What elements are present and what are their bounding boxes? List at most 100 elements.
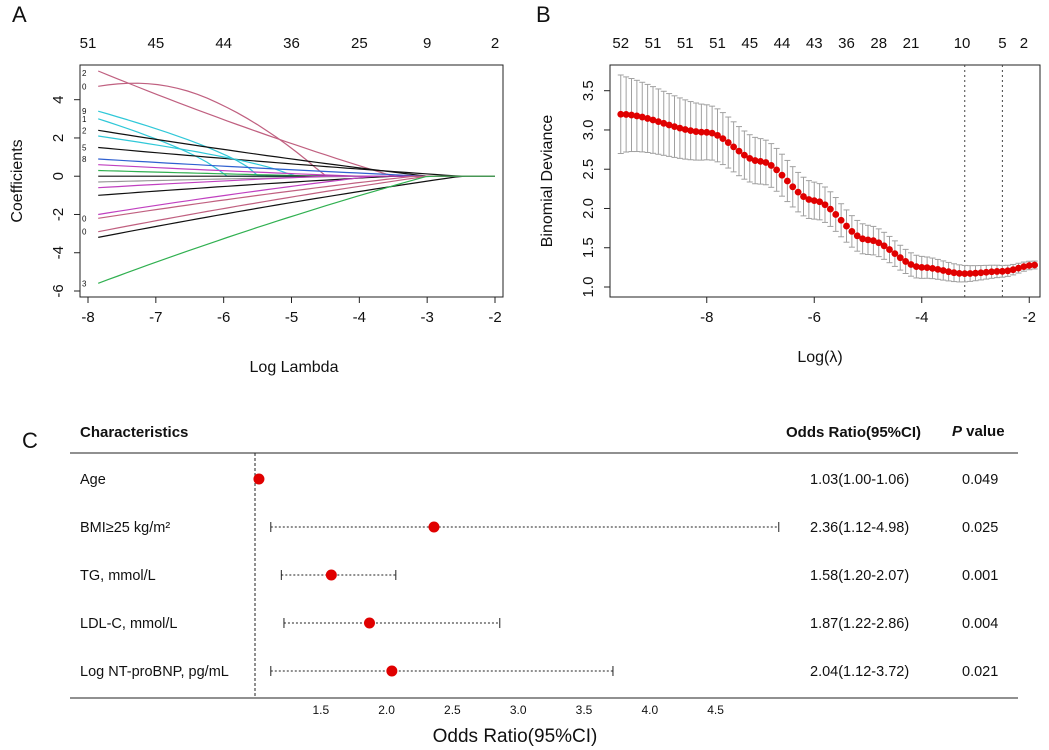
panel-b-point xyxy=(902,258,910,265)
panel-c-header-p-rest: value xyxy=(962,423,1005,440)
panel-b-top-tick-label: 2 xyxy=(1020,35,1028,52)
panel-b-point xyxy=(654,118,662,126)
panel-a-x-ticks: -8 -7 -6 -5 -4 -3 -2 xyxy=(81,297,502,326)
panel-a-x-tick-label: -2 xyxy=(488,309,501,326)
panel-b-point xyxy=(955,269,963,277)
panel-a-top-tick-label: 2 xyxy=(491,35,499,52)
panel-b-point xyxy=(1015,264,1022,272)
panel-c-x-tick-label: 2.0 xyxy=(378,703,395,717)
panel-b-x-tick-label: -4 xyxy=(915,309,928,326)
panel-b-point xyxy=(644,115,652,122)
panel-c-header-or: Odds Ratio(95%CI) xyxy=(786,424,921,441)
panel-a-y-tick-label: 4 xyxy=(50,96,67,104)
panel-a-x-tick-label: -3 xyxy=(420,309,433,326)
panel-b-point xyxy=(939,267,947,274)
panel-a-top-tick-label: 45 xyxy=(147,35,164,52)
panel-a-top-tick-label: 51 xyxy=(80,35,97,52)
panel-b-top-tick-label: 21 xyxy=(903,35,920,52)
panel-b-y-tick-label: 2.5 xyxy=(580,159,597,180)
panel-a-y-ticks: -6 -4 -2 0 2 4 xyxy=(50,96,80,298)
panel-b-point xyxy=(832,211,840,218)
panel-a-x-tick-label: -5 xyxy=(285,309,298,326)
panel-b-point xyxy=(977,269,985,277)
panel-a-path-label: 0 xyxy=(82,214,87,223)
panel-a-y-tick-label: -6 xyxy=(50,284,67,297)
panel-b-point xyxy=(1025,262,1033,269)
panel-b-point xyxy=(966,270,974,277)
panel-b-y-tick-label: 1.0 xyxy=(580,277,597,298)
panel-b-point xyxy=(703,128,711,136)
panel-b-point xyxy=(617,110,625,118)
panel-c-or-value: 1.58(1.20-2.07) xyxy=(810,568,909,584)
panel-c-p-value: 0.049 xyxy=(962,472,998,488)
panel-b-x-title: Log(λ) xyxy=(797,349,842,366)
panel-b-point xyxy=(708,129,716,137)
panel-c-or-value: 2.36(1.12-4.98) xyxy=(810,520,909,536)
panel-b-x-tick-label: -2 xyxy=(1023,309,1036,326)
panel-a-path-label: 5 xyxy=(82,144,87,153)
panel-b-y-tick-label: 3.5 xyxy=(580,80,597,101)
panel-c-or-value: 1.87(1.22-2.86) xyxy=(810,616,909,632)
panel-c-header-characteristics: Characteristics xyxy=(80,424,188,441)
panel-c-row-label: TG, mmol/L xyxy=(80,568,156,584)
panel-b-point xyxy=(848,228,856,235)
panel-c-rows: Age 1.03(1.00-1.06) 0.049 BMI≥25 kg/m² 2.36(… xyxy=(80,472,998,680)
panel-b-point xyxy=(816,198,824,206)
panel-b-top-tick-label: 51 xyxy=(645,35,662,52)
panel-b-point xyxy=(735,147,743,155)
panel-a-y-tick-label: -4 xyxy=(50,246,67,259)
panel-b-top-tick-label: 28 xyxy=(870,35,887,52)
panel-c-point xyxy=(428,521,440,533)
panel-a-path-label: 9 xyxy=(82,107,87,116)
panel-b-top-tick-label: 44 xyxy=(774,35,791,52)
panel-c-row-label: Age xyxy=(80,472,106,488)
panel-a-top-tick-label: 25 xyxy=(351,35,368,52)
panel-b-point xyxy=(896,254,904,262)
panel-b-point xyxy=(805,196,813,203)
panel-b-point xyxy=(993,268,1001,275)
panel-a-path-label: 0 xyxy=(82,82,87,91)
panel-c-or-value: 2.04(1.12-3.72) xyxy=(810,664,909,680)
panel-c-point xyxy=(253,473,265,485)
panel-c-header-p-italic: P xyxy=(952,423,963,440)
panel-b-point xyxy=(864,236,872,244)
panel-b-point xyxy=(843,222,850,230)
panel-b-point xyxy=(918,263,926,271)
panel-b-point xyxy=(714,131,721,139)
panel-a-path-label: 1 xyxy=(82,115,87,124)
panel-b-top-tick-label: 51 xyxy=(677,35,694,52)
panel-a-y-tick-label: -2 xyxy=(50,208,67,221)
panel-a-path-16 xyxy=(98,175,495,219)
panel-c-row-label: Log NT-proBNP, pg/mL xyxy=(80,664,229,680)
panel-a-x-title: Log Lambda xyxy=(250,359,339,376)
panel-b-y-tick-label: 3.0 xyxy=(580,120,597,141)
panel-c-x-tick-label: 4.0 xyxy=(641,703,658,717)
panel-b-points xyxy=(617,110,1039,278)
panel-b-top-tick-label: 10 xyxy=(954,35,971,52)
panel-b-point xyxy=(826,205,834,213)
panel-b-point xyxy=(800,193,807,200)
panel-b-point xyxy=(1009,266,1017,274)
panel-b-point xyxy=(891,250,899,258)
panel-a-x-tick-label: -4 xyxy=(353,309,366,326)
panel-b-point xyxy=(665,121,673,129)
panel-b-point xyxy=(923,264,931,272)
panel-b-y-title: Binomial Deviance xyxy=(539,115,556,248)
panel-b-x-ticks: -8 -6 -4 -2 xyxy=(700,297,1036,326)
panel-b-point xyxy=(886,246,893,253)
panel-b-point xyxy=(751,157,759,164)
panel-b-point xyxy=(622,111,630,118)
panel-c-p-value: 0.004 xyxy=(962,616,998,632)
panel-b-point xyxy=(853,232,861,240)
panel-a-y-tick-label: 2 xyxy=(50,134,67,142)
panel-b-point xyxy=(945,268,953,276)
panel-b-point xyxy=(1020,263,1028,271)
panel-b-top-ticks: 52 51 51 51 45 44 43 36 28 21 10 5 2 xyxy=(612,35,1028,52)
panel-a-path-3 xyxy=(98,110,495,177)
panel-b-point xyxy=(762,159,770,166)
panel-c-x-title: Odds Ratio(95%CI) xyxy=(433,726,598,747)
panel-letter-a: A xyxy=(12,2,27,27)
panel-c-x-tick-label: 1.5 xyxy=(312,703,329,717)
panel-b-top-tick-label: 52 xyxy=(612,35,629,52)
